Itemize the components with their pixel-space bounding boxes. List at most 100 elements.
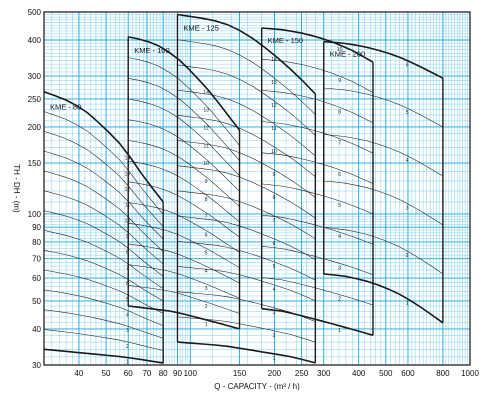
stage-number-label: 5: [338, 203, 341, 209]
plot-frame: [43, 11, 471, 366]
stage-curve: [261, 121, 374, 154]
x-tick-label: 100: [184, 369, 198, 378]
stage-number-label: 2: [126, 344, 129, 350]
x-tick-label: 500: [379, 369, 393, 378]
stage-number-label: 10: [203, 161, 209, 167]
stage-curve: [177, 115, 316, 178]
stage-number-label: 10: [337, 47, 343, 53]
min-stage-curve: [323, 273, 444, 324]
y-tick-label: 400: [28, 36, 42, 45]
stage-curve: [128, 243, 240, 284]
stage-number-label: 6: [338, 172, 341, 178]
stage-number-label: 14: [271, 57, 277, 63]
stage-number-label: 2: [338, 297, 341, 303]
stage-number-label: 10: [271, 149, 277, 155]
stage-curve: [323, 227, 444, 275]
stage-number-label: 13: [125, 171, 131, 177]
stage-curve: [261, 58, 374, 93]
series-name-label: KME - 80: [50, 103, 81, 112]
stage-number-label: 9: [338, 78, 341, 84]
x-tick-label: 400: [352, 369, 366, 378]
stage-number-label: 1: [205, 322, 208, 328]
y-tick-label: 40: [32, 325, 41, 334]
stage-number-label: 9: [205, 179, 208, 185]
stage-curve: [43, 269, 164, 314]
stage-number-label: 1: [126, 360, 129, 366]
stage-curve: [177, 316, 316, 343]
y-tick-label: 150: [28, 159, 42, 168]
y-tick-label: 250: [28, 95, 42, 104]
stage-curve: [43, 289, 164, 327]
stage-curve: [261, 214, 374, 245]
stage-curve: [177, 64, 316, 136]
stage-number-label: 11: [271, 126, 276, 132]
stage-number-label: 13: [271, 80, 277, 86]
x-tick-label: 40: [74, 369, 83, 378]
stage-number-label: 4: [126, 312, 129, 318]
stage-number-label: 1: [273, 356, 276, 362]
stage-curve: [43, 190, 164, 265]
stage-number-label: 5: [126, 297, 129, 303]
stage-number-label: 4: [406, 158, 409, 164]
stage-number-label: 13: [203, 108, 209, 114]
stage-curve: [43, 329, 164, 351]
stage-curve: [43, 230, 164, 289]
max-stage-curve: [43, 90, 164, 203]
stage-curve: [128, 222, 240, 268]
stage-curve: [177, 190, 316, 240]
y-tick-label: 200: [28, 123, 42, 132]
stage-curve: [128, 285, 240, 314]
stage-number-label: 7: [273, 218, 276, 224]
stage-curve: [43, 210, 164, 277]
stage-curve: [261, 183, 374, 215]
x-tick-label: 90: [173, 369, 182, 378]
stage-curve: [128, 98, 240, 177]
stage-curve: [128, 119, 240, 192]
stage-curve: [128, 264, 240, 299]
stage-number-label: 10: [125, 218, 131, 224]
y-tick-label: 90: [32, 223, 41, 232]
stage-curve: [128, 57, 240, 146]
stage-curve: [177, 266, 316, 302]
y-tick-label: 500: [28, 8, 42, 17]
stage-number-label: 12: [125, 187, 131, 193]
stage-number-label: 3: [273, 310, 276, 316]
y-tick-label: 300: [28, 72, 42, 81]
stage-number-label: 7: [205, 215, 208, 221]
x-tick-label: 250: [295, 369, 309, 378]
max-stage-curve: [323, 40, 444, 79]
stage-curve: [128, 78, 240, 161]
stage-curve: [43, 309, 164, 339]
stage-number-label: 12: [271, 103, 277, 109]
stage-curve: [177, 140, 316, 198]
max-stage-curve: [261, 27, 374, 63]
stage-number-label: 1: [338, 328, 341, 334]
stage-curve: [43, 111, 164, 215]
stage-number-label: 4: [273, 287, 276, 293]
stage-number-label: 2: [406, 253, 409, 259]
stage-number-label: 2: [205, 304, 208, 310]
stage-number-label: 9: [126, 234, 129, 240]
y-tick-label: 80: [32, 238, 41, 247]
stage-number-label: 8: [273, 195, 276, 201]
stage-number-label: 8: [126, 250, 129, 256]
stage-curve: [323, 134, 444, 177]
x-tick-label: 50: [102, 369, 111, 378]
stage-curve: [323, 180, 444, 226]
stage-curve: [177, 89, 316, 157]
stage-number-label: 5: [273, 264, 276, 270]
stage-curve: [177, 215, 316, 260]
stage-curve: [261, 277, 374, 306]
series-name-label: KME - 200: [330, 49, 365, 58]
stage-curve: [43, 249, 164, 302]
stage-curve: [43, 131, 164, 227]
y-tick-label: 50: [32, 297, 41, 306]
stage-number-label: 2: [273, 333, 276, 339]
x-tick-label: 300: [317, 369, 331, 378]
stage-curve: [177, 165, 316, 219]
stage-number-label: 9: [273, 172, 276, 178]
stage-curve: [128, 202, 240, 253]
